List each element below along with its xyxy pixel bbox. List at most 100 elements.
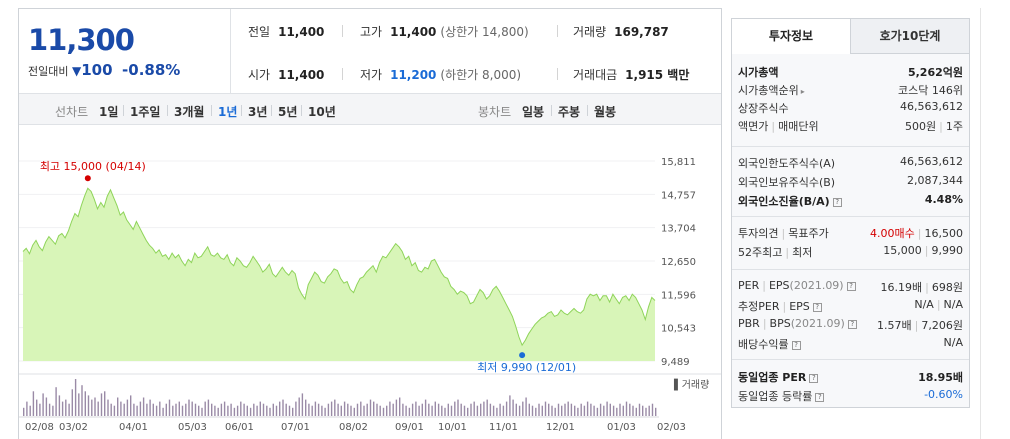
tab-order-book[interactable]: 호가10단계: [851, 19, 969, 54]
volume-bar: [399, 397, 401, 416]
volume-bar: [146, 403, 148, 416]
volume-bar: [428, 403, 430, 416]
volume-bar: [389, 401, 391, 416]
x-tick-label: 07/01: [281, 422, 310, 433]
volume-bar: [535, 407, 537, 416]
price-chart[interactable]: 15,811 14,757 13,704 12,650 11,596 10,543 9,48…: [19, 9, 721, 439]
divider: [342, 25, 343, 37]
x-tick-label: 02/08: [25, 422, 54, 433]
industry-per-row: 동일업종 PER? 18.95배: [738, 371, 963, 384]
volume-bar: [100, 393, 103, 416]
volume-bar: [502, 405, 505, 416]
x-tick-label: 05/03: [178, 422, 207, 433]
x-tick-label: 06/01: [225, 422, 254, 433]
volume-bar: [334, 399, 336, 416]
volume-bar: [463, 405, 466, 416]
volume-bar: [648, 405, 650, 416]
volume-bar: [470, 403, 472, 416]
volume-bar: [52, 405, 54, 416]
industry-rate-row: 동일업종 등락률? -0.60%: [738, 388, 963, 403]
volume-bar: [217, 407, 219, 416]
volume-bar: [45, 397, 48, 416]
help-icon[interactable]: ?: [832, 198, 842, 207]
volume-bar: [282, 399, 284, 416]
volume-bar: [201, 407, 203, 416]
volume-bar: [635, 407, 637, 416]
volume-bar: [531, 405, 534, 416]
y-tick-label: 12,650: [661, 257, 696, 268]
volume-bar: [444, 407, 446, 416]
x-tick-label: 11/01: [489, 422, 518, 433]
divider: [551, 105, 552, 116]
volume-bar: [606, 401, 608, 416]
stock-summary-panel: 11,300 전일대비 ▼100 -0.88% 전일 11,400 고가 11,40…: [18, 8, 722, 439]
y-tick-label: 9,489: [661, 357, 690, 368]
volume-bar: [590, 403, 592, 416]
tab-10year[interactable]: 10년: [308, 105, 336, 119]
volume-bar: [347, 403, 349, 416]
tab-1week[interactable]: 1주일: [130, 105, 161, 119]
volume-bar: [71, 389, 73, 416]
volume-bar: [136, 405, 138, 416]
volume-bar: [266, 405, 268, 416]
volume-bar: [262, 403, 265, 416]
volume-bar: [317, 403, 320, 416]
volume-bar: [142, 397, 145, 416]
volume-bar: [220, 403, 223, 416]
help-icon[interactable]: ?: [791, 341, 801, 350]
tab-3month[interactable]: 3개월: [174, 105, 205, 119]
volume-bar: [480, 403, 482, 416]
tab-5year[interactable]: 5년: [278, 105, 298, 119]
divider: [587, 105, 588, 116]
change-label: 전일대비: [28, 65, 69, 78]
volume-bar: [655, 407, 657, 416]
price-line: [22, 187, 656, 347]
volume-bar: [561, 405, 563, 416]
volume-bar: [198, 405, 200, 416]
52week-row: 52주최고 | 최저 15,000 | 9,990: [738, 244, 963, 259]
help-icon[interactable]: ?: [815, 393, 825, 402]
volume-bar: [343, 401, 346, 416]
volume-bar: [356, 403, 359, 416]
volume-bar: [512, 399, 514, 416]
volume-bar: [596, 407, 599, 416]
volume-bar: [515, 403, 517, 416]
volume-bar: [120, 401, 122, 416]
volume-bar: [191, 401, 193, 416]
chart-annotations: 최고 15,000 (04/14) 최저 9,990 (12/01): [40, 160, 576, 374]
help-icon[interactable]: ?: [846, 282, 856, 291]
current-price: 11,300: [28, 23, 135, 57]
volume-bar: [104, 391, 106, 416]
tab-1year[interactable]: 1년: [218, 105, 238, 119]
tab-weekly-candle[interactable]: 주봉: [558, 105, 581, 119]
volume-bar: [29, 405, 31, 416]
volume-bar: [236, 405, 239, 416]
chart-period-tabs: 선차트 1일 1주일 3개월 1년 3년 5년 10년 봉차트 일봉 주봉 월봉: [19, 93, 721, 125]
tab-daily-candle[interactable]: 일봉: [522, 105, 545, 119]
help-icon[interactable]: ?: [812, 303, 822, 312]
prev-close: 전일 11,400: [248, 25, 325, 39]
volume-bar: [366, 403, 368, 416]
volume-bar: [457, 399, 459, 416]
volume-bar: [68, 403, 70, 416]
x-tick-label: 01/03: [607, 422, 636, 433]
volume-bar: [159, 401, 161, 416]
volume-bar: [373, 401, 375, 416]
volume-bar: [369, 399, 372, 416]
tab-3year[interactable]: 3년: [248, 105, 268, 119]
divider: [301, 105, 302, 116]
y-tick-label: 11,596: [661, 290, 696, 301]
help-icon[interactable]: ?: [809, 374, 819, 383]
tab-monthly-candle[interactable]: 월봉: [594, 105, 617, 119]
help-icon[interactable]: ?: [847, 320, 857, 329]
tab-investment-info[interactable]: 투자정보: [732, 19, 851, 54]
volume-bar: [39, 403, 41, 416]
volume-bar: [301, 393, 304, 416]
caret-right-icon[interactable]: ▸: [800, 87, 805, 96]
volume-bar: [327, 403, 330, 416]
tab-1day[interactable]: 1일: [99, 105, 119, 119]
volume-bar: [288, 405, 291, 416]
high-marker: [84, 175, 91, 182]
open-price: 시가 11,400: [248, 68, 325, 82]
candle-chart-label: 봉차트: [478, 105, 512, 119]
